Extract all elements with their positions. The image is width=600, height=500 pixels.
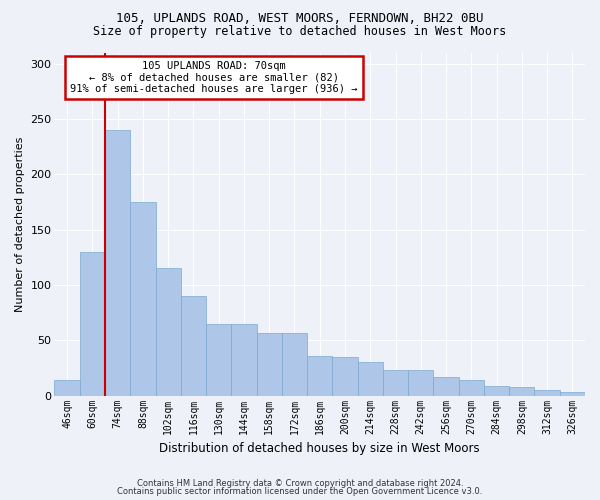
Bar [560, 392, 585, 396]
Bar [105, 130, 130, 396]
Text: Contains public sector information licensed under the Open Government Licence v3: Contains public sector information licen… [118, 487, 482, 496]
X-axis label: Distribution of detached houses by size in West Moors: Distribution of detached houses by size … [160, 442, 480, 455]
Bar [358, 362, 383, 396]
Bar [433, 377, 458, 396]
Bar [130, 202, 155, 396]
Bar [484, 386, 509, 396]
Bar [80, 252, 105, 396]
Bar [332, 357, 358, 396]
Bar [206, 324, 232, 396]
Bar [535, 390, 560, 396]
Text: Size of property relative to detached houses in West Moors: Size of property relative to detached ho… [94, 25, 506, 38]
Text: Contains HM Land Registry data © Crown copyright and database right 2024.: Contains HM Land Registry data © Crown c… [137, 478, 463, 488]
Bar [307, 356, 332, 396]
Bar [232, 324, 257, 396]
Bar [509, 387, 535, 396]
Bar [155, 268, 181, 396]
Bar [55, 380, 80, 396]
Bar [458, 380, 484, 396]
Bar [383, 370, 408, 396]
Y-axis label: Number of detached properties: Number of detached properties [15, 136, 25, 312]
Text: 105, UPLANDS ROAD, WEST MOORS, FERNDOWN, BH22 0BU: 105, UPLANDS ROAD, WEST MOORS, FERNDOWN,… [116, 12, 484, 26]
Bar [282, 332, 307, 396]
Bar [257, 332, 282, 396]
Text: 105 UPLANDS ROAD: 70sqm
← 8% of detached houses are smaller (82)
91% of semi-det: 105 UPLANDS ROAD: 70sqm ← 8% of detached… [70, 61, 358, 94]
Bar [181, 296, 206, 396]
Bar [408, 370, 433, 396]
